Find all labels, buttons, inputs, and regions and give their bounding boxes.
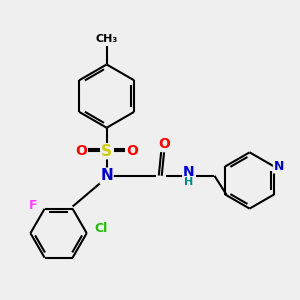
- Text: O: O: [158, 137, 170, 151]
- Text: Cl: Cl: [94, 222, 107, 235]
- Text: CH₃: CH₃: [95, 34, 118, 44]
- Text: N: N: [100, 168, 113, 183]
- Text: F: F: [28, 199, 37, 212]
- Text: N: N: [274, 160, 284, 173]
- Text: N: N: [183, 165, 194, 179]
- Text: O: O: [75, 144, 87, 158]
- Text: H: H: [184, 177, 193, 187]
- Text: O: O: [127, 144, 138, 158]
- Text: S: S: [101, 144, 112, 159]
